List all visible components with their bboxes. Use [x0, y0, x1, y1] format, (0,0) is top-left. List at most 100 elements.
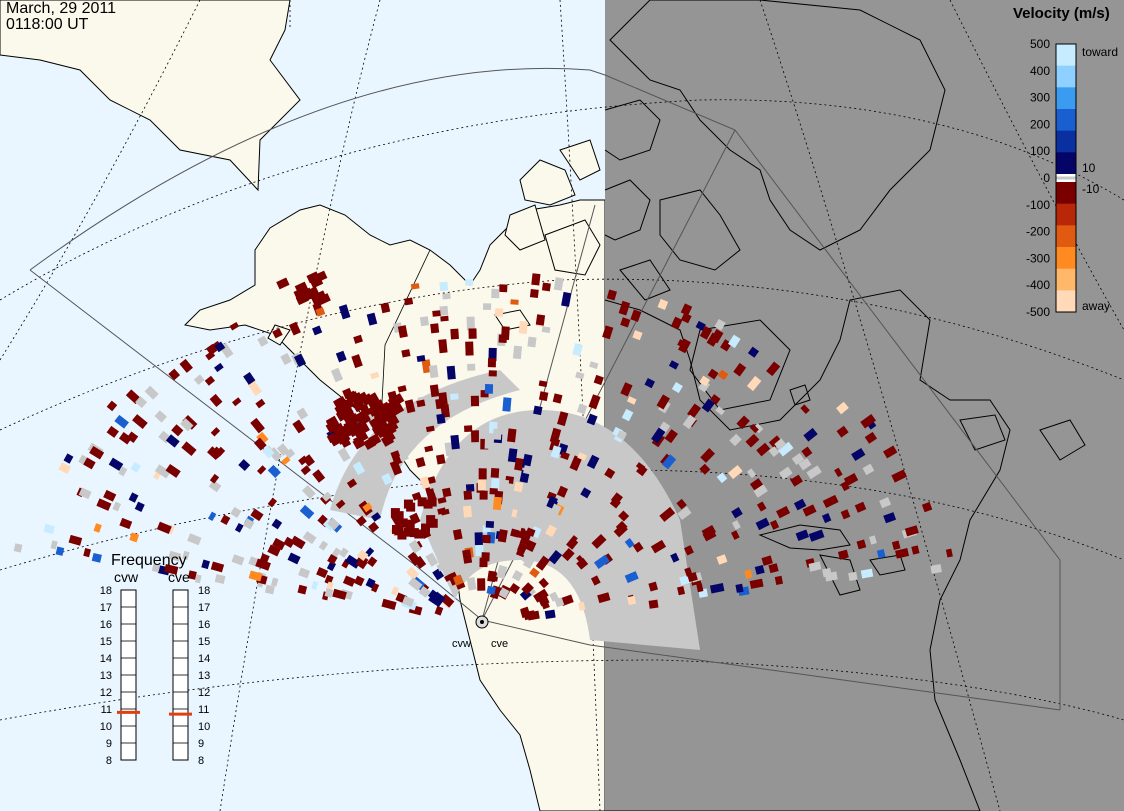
scatter-cell [945, 548, 953, 558]
frequency-tick-left: 13 [100, 670, 112, 682]
scatter-cell [822, 567, 832, 578]
scatter-cell [499, 284, 508, 293]
scatter-cell [401, 349, 411, 358]
legend-tick-label: 500 [1030, 37, 1050, 51]
scatter-cell [522, 552, 537, 569]
scatter-cell [356, 549, 369, 561]
scatter-cell [498, 334, 507, 343]
scatter-cell [495, 542, 505, 553]
frequency-tick-right: 9 [198, 738, 204, 750]
scatter-cell [450, 393, 459, 400]
frequency-title: Frequency [111, 552, 187, 569]
scatter-cell [397, 385, 407, 393]
scatter-cell [234, 522, 244, 533]
legend-ground-scatter [1056, 176, 1076, 180]
frequency-radar-cvw: cvw [114, 569, 139, 585]
scatter-cell [410, 283, 420, 290]
scatter-cell [521, 453, 533, 469]
scatter-cell [418, 585, 431, 598]
scatter-cell [187, 533, 202, 546]
scatter-cell [566, 535, 581, 550]
scatter-cell [602, 325, 614, 340]
scatter-cell [91, 552, 102, 563]
scatter-cell [631, 503, 646, 519]
scatter-cell [904, 525, 919, 537]
scatter-cell [891, 540, 901, 550]
scatter-cell [768, 446, 780, 457]
scatter-cell [791, 452, 805, 466]
scatter-cell [779, 466, 793, 480]
scatter-cell [848, 571, 858, 581]
frequency-tick-left: 16 [100, 619, 112, 631]
night-side [605, 0, 1124, 811]
scatter-cell [541, 326, 551, 334]
frequency-tick-left: 8 [106, 755, 112, 767]
scatter-cell [83, 548, 91, 558]
scatter-cell [118, 432, 132, 445]
scatter-cell [529, 289, 539, 299]
scatter-cell [83, 457, 96, 470]
scatter-cell [513, 481, 524, 493]
legend-color-bin [1056, 130, 1076, 153]
legend-color-bin [1056, 152, 1076, 175]
legend-tick-label: -200 [1026, 225, 1050, 239]
scatter-cell [78, 487, 92, 500]
scatter-cell [135, 396, 148, 409]
scatter-cell [756, 442, 771, 457]
scatter-cell [290, 535, 306, 550]
frequency-tick-right: 10 [198, 721, 210, 733]
scatter-cell [231, 554, 245, 566]
scatter-cell [746, 375, 762, 392]
scatter-cell [507, 448, 518, 463]
scatter-cell [439, 305, 449, 316]
scatter-cell [474, 532, 483, 546]
scatter-cell [860, 414, 877, 429]
scatter-cell [370, 582, 380, 593]
scatter-cell [429, 384, 440, 398]
scatter-cell [381, 473, 393, 486]
scatter-cell [214, 341, 226, 353]
station-label-cve: cve [491, 638, 508, 650]
scatter-cell [700, 448, 715, 463]
scatter-cell [180, 418, 194, 432]
scatter-cell [808, 561, 822, 572]
scatter-cell [512, 345, 523, 360]
scatter-cell [510, 528, 520, 538]
scatter-cell [671, 382, 683, 394]
scatter-cell [490, 478, 500, 491]
scatter-cell [389, 460, 403, 476]
scatter-cell [352, 399, 366, 413]
scatter-cell [465, 341, 474, 356]
frequency-tick-right: 12 [198, 687, 210, 699]
scatter-cell [561, 291, 572, 307]
scatter-cell [531, 273, 541, 286]
scatter-cell [714, 318, 726, 331]
legend-border [1055, 43, 1077, 313]
scatter-cell [731, 507, 743, 519]
scatter-cell [378, 451, 390, 463]
scatter-cell [402, 595, 415, 607]
scatter-cell [295, 293, 310, 306]
scatter-cell [502, 397, 512, 412]
scatter-cell [876, 549, 886, 559]
velocity-legend: 500 400 300 200 100 0 -100 -200 -300 -400 -500 towa… [1026, 37, 1118, 319]
scatter-cell [276, 443, 290, 456]
scatter-cell [380, 302, 391, 314]
scatter-cell [416, 399, 426, 408]
scatter-cell [209, 473, 220, 484]
scatter-cell [164, 564, 179, 575]
scatter-cell [168, 368, 181, 381]
scatter-cell [272, 328, 283, 339]
scatter-cell [337, 447, 351, 463]
scatter-cell [118, 466, 128, 477]
scatter-cell [467, 516, 477, 525]
scatter-cell [554, 597, 565, 608]
scatter-cell [436, 561, 447, 572]
scatter-cell [552, 393, 563, 404]
scatter-cell [514, 457, 524, 471]
scatter-cell [374, 412, 389, 426]
scatter-cell [462, 549, 473, 564]
scatter-cell [496, 564, 508, 579]
legend-side-label: away [1082, 299, 1110, 313]
scatter-cell [409, 528, 419, 538]
